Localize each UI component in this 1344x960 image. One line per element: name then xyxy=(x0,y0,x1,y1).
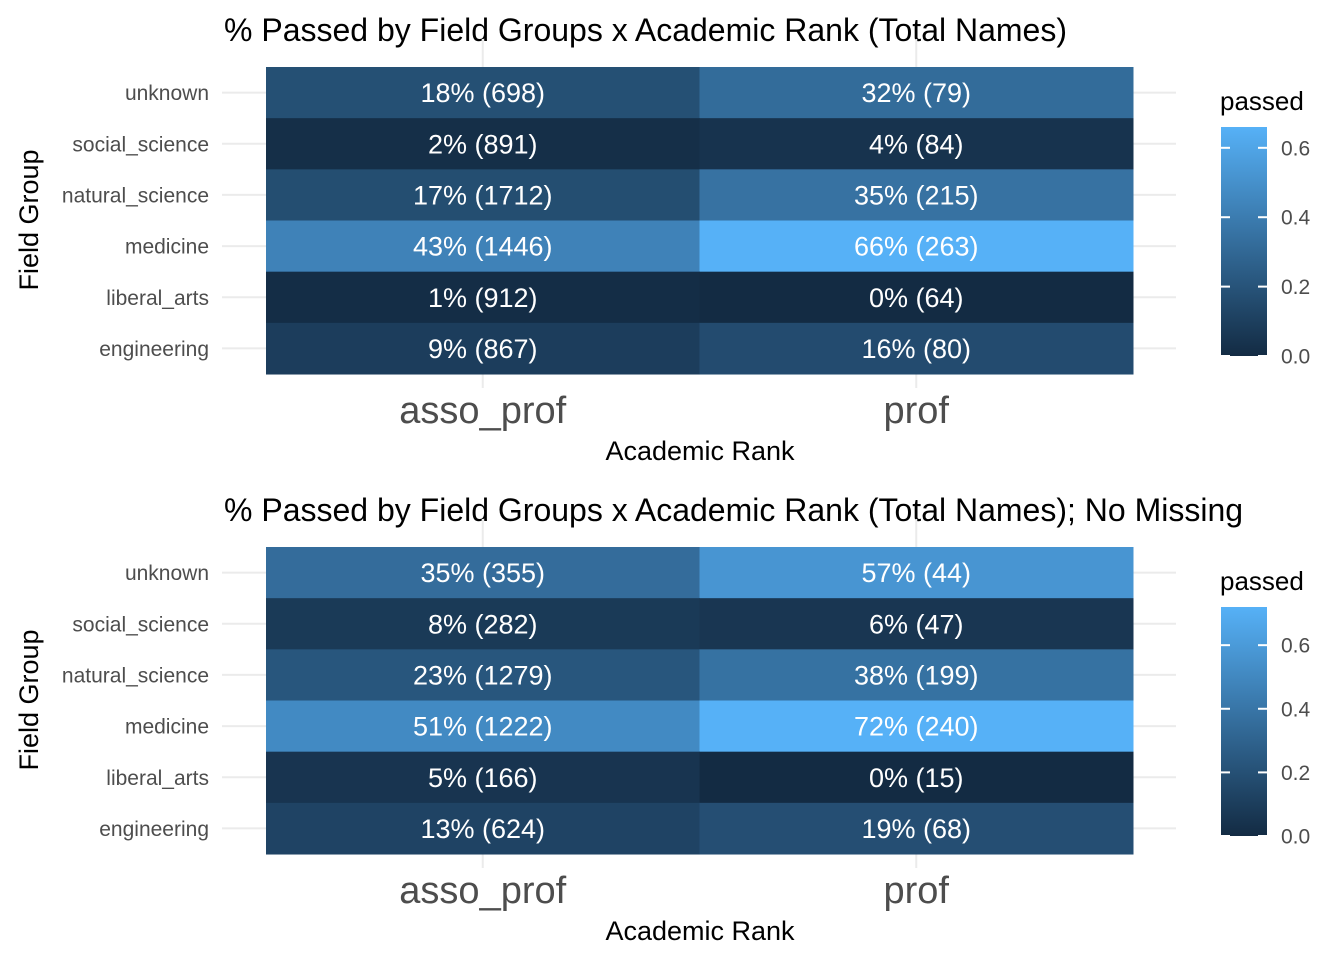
y-tick-label: unknown xyxy=(125,562,209,585)
cell-label-social_science-asso_prof: 2% (891) xyxy=(428,129,538,159)
heatmap-cell-medicine-asso_prof xyxy=(266,220,700,273)
heatmap-cell-social_science-asso_prof xyxy=(266,598,700,650)
y-tick-label: engineering xyxy=(99,818,209,841)
cell-label-natural_science-asso_prof: 17% (1712) xyxy=(413,180,553,210)
heatmap-cell-unknown-asso_prof xyxy=(266,67,700,119)
y-tick-label: natural_science xyxy=(62,664,209,687)
legend-tick-label: 0.0 xyxy=(1281,346,1310,369)
legend-tick-label: 0.4 xyxy=(1281,207,1311,230)
color-legend: passed 0.0 0.2 0.4 0.6 xyxy=(1220,86,1311,369)
cell-label-natural_science-prof: 38% (199) xyxy=(854,660,979,690)
heatmap-cell-natural_science-prof xyxy=(699,169,1134,222)
cell-label-engineering-asso_prof: 9% (867) xyxy=(428,334,538,364)
heatmap-cell-natural_science-prof xyxy=(699,649,1134,702)
y-axis-title: Field Group xyxy=(14,629,44,770)
heatmap-cell-natural_science-asso_prof xyxy=(266,649,700,702)
cell-label-unknown-asso_prof: 35% (355) xyxy=(420,558,545,588)
color-legend: passed 0.0 0.2 0.4 0.6 xyxy=(1220,566,1311,849)
heatmap-cell-engineering-prof xyxy=(699,802,1134,855)
legend-tick-label: 0.4 xyxy=(1281,698,1311,721)
x-tick-label: asso_prof xyxy=(399,870,566,912)
heatmap-cell-liberal_arts-asso_prof xyxy=(266,751,700,804)
cell-label-engineering-prof: 19% (68) xyxy=(861,814,971,844)
y-axis-title: Field Group xyxy=(14,149,44,290)
cell-label-liberal_arts-prof: 0% (15) xyxy=(869,763,964,793)
heatmap-panel-2: % Passed by Field Groups x Academic Rank… xyxy=(14,492,1311,946)
heatmap-cell-social_science-asso_prof xyxy=(266,118,700,170)
y-tick-label: liberal_arts xyxy=(106,767,209,790)
heatmap-cell-unknown-prof xyxy=(699,547,1134,599)
cell-label-engineering-prof: 16% (80) xyxy=(861,334,971,364)
cell-label-social_science-prof: 6% (47) xyxy=(869,609,964,639)
heatmap-cell-liberal_arts-asso_prof xyxy=(266,271,700,324)
cell-label-liberal_arts-prof: 0% (64) xyxy=(869,283,964,313)
cell-label-medicine-prof: 72% (240) xyxy=(854,712,979,742)
heatmap-cell-unknown-prof xyxy=(699,67,1134,119)
heatmap-cell-medicine-prof xyxy=(699,220,1134,273)
cell-label-natural_science-prof: 35% (215) xyxy=(854,180,979,210)
y-tick-label: engineering xyxy=(99,338,209,361)
cell-label-medicine-prof: 66% (263) xyxy=(854,232,979,262)
y-tick-label: social_science xyxy=(72,613,209,636)
legend-colorbar xyxy=(1221,607,1267,836)
heatmap-cell-medicine-prof xyxy=(699,700,1134,753)
cell-label-liberal_arts-asso_prof: 1% (912) xyxy=(428,283,538,313)
legend-title: passed xyxy=(1220,566,1304,596)
legend-tick-label: 0.0 xyxy=(1281,826,1310,849)
cell-label-social_science-asso_prof: 8% (282) xyxy=(428,609,538,639)
cell-label-engineering-asso_prof: 13% (624) xyxy=(420,814,545,844)
x-tick-label: prof xyxy=(884,870,950,912)
heatmap-cell-social_science-prof xyxy=(699,598,1134,650)
legend-tick-label: 0.2 xyxy=(1281,276,1310,299)
cell-label-social_science-prof: 4% (84) xyxy=(869,129,964,159)
chart-title: % Passed by Field Groups x Academic Rank… xyxy=(224,12,1067,48)
heatmap-cell-liberal_arts-prof xyxy=(699,271,1134,324)
y-tick-label: unknown xyxy=(125,82,209,105)
heatmap-cell-social_science-prof xyxy=(699,118,1134,170)
heatmap-cell-natural_science-asso_prof xyxy=(266,169,700,222)
legend-colorbar xyxy=(1221,127,1267,356)
cell-label-medicine-asso_prof: 51% (1222) xyxy=(413,712,553,742)
heatmap-cell-engineering-prof xyxy=(699,322,1134,375)
heatmap-cell-unknown-asso_prof xyxy=(266,547,700,599)
heatmap-cell-engineering-asso_prof xyxy=(266,802,700,855)
y-tick-label: medicine xyxy=(125,716,209,739)
cell-label-unknown-prof: 32% (79) xyxy=(861,78,971,108)
cell-label-liberal_arts-asso_prof: 5% (166) xyxy=(428,763,538,793)
legend-tick-label: 0.6 xyxy=(1281,635,1310,658)
y-tick-label: liberal_arts xyxy=(106,287,209,310)
cell-label-medicine-asso_prof: 43% (1446) xyxy=(413,232,553,262)
x-tick-label: prof xyxy=(884,390,950,432)
x-tick-label: asso_prof xyxy=(399,390,566,432)
cell-label-unknown-prof: 57% (44) xyxy=(861,558,971,588)
x-axis-title: Academic Rank xyxy=(605,436,795,466)
heatmap-cell-engineering-asso_prof xyxy=(266,322,700,375)
legend-title: passed xyxy=(1220,86,1304,116)
chart-title: % Passed by Field Groups x Academic Rank… xyxy=(224,492,1243,528)
y-tick-label: medicine xyxy=(125,236,209,259)
cell-label-unknown-asso_prof: 18% (698) xyxy=(420,78,545,108)
heatmap-panel-1: % Passed by Field Groups x Academic Rank… xyxy=(14,12,1311,466)
x-axis-title: Academic Rank xyxy=(605,916,795,946)
legend-tick-label: 0.6 xyxy=(1281,137,1310,160)
legend-tick-label: 0.2 xyxy=(1281,762,1310,785)
y-tick-label: natural_science xyxy=(62,184,209,207)
heatmap-cell-medicine-asso_prof xyxy=(266,700,700,753)
heatmap-cell-liberal_arts-prof xyxy=(699,751,1134,804)
cell-label-natural_science-asso_prof: 23% (1279) xyxy=(413,660,553,690)
y-tick-label: social_science xyxy=(72,133,209,156)
